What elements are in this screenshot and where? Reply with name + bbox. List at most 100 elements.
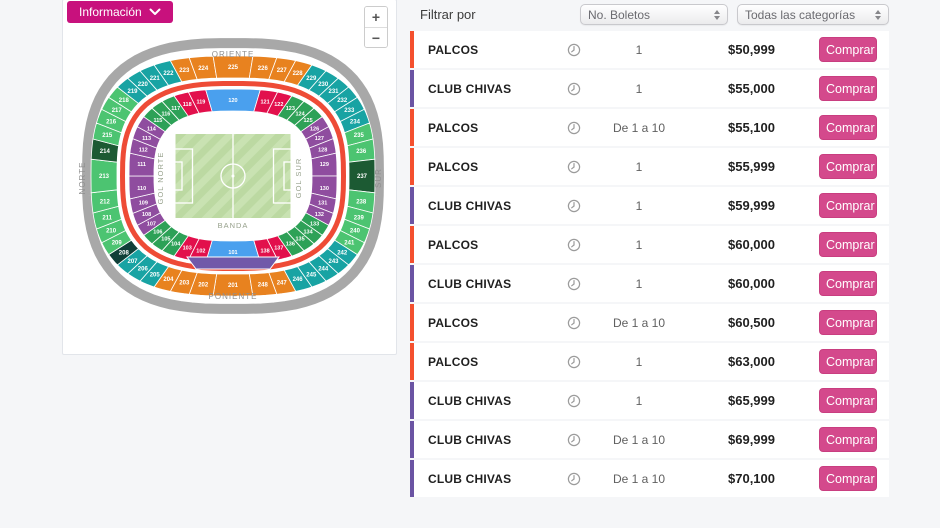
stadium-ring — [119, 81, 347, 271]
ticket-row[interactable]: CLUB CHIVAS De 1 a 10 $69,999 Comprar — [410, 421, 889, 458]
stadium-ring — [81, 38, 385, 314]
ticket-quantity: 1 — [635, 198, 643, 213]
stadium-section-label: 230 — [318, 82, 329, 88]
stadium-section-label: 107 — [147, 222, 156, 228]
ticket-row[interactable]: PALCOS De 1 a 10 $60,500 Comprar — [410, 304, 889, 341]
comprar-button[interactable]: Comprar — [819, 466, 877, 491]
categories-select-value: Todas las categorías — [745, 7, 856, 22]
comprar-button[interactable]: Comprar — [819, 427, 877, 452]
comprar-button[interactable]: Comprar — [819, 154, 877, 179]
stadium-section-label: 219 — [127, 89, 138, 95]
comprar-button[interactable]: Comprar — [819, 349, 877, 374]
ticket-category: PALCOS — [428, 159, 479, 174]
stadium-section-label: 231 — [328, 89, 339, 95]
stadium-section-label: 220 — [138, 82, 149, 88]
stadium-section-label: 135 — [296, 236, 305, 242]
stadium-section-label: 134 — [304, 230, 314, 236]
num-boletos-select-value: No. Boletos — [588, 7, 651, 22]
clock-icon — [554, 199, 594, 213]
label-sur: SUR — [374, 168, 383, 188]
stadium-section-label: 240 — [350, 229, 361, 235]
ticket-row[interactable]: PALCOS De 1 a 10 $55,100 Comprar — [410, 109, 889, 146]
comprar-button[interactable]: Comprar — [819, 115, 877, 140]
ticket-quantity: 1 — [635, 81, 643, 96]
ticket-row[interactable]: CLUB CHIVAS 1 $59,999 Comprar — [410, 187, 889, 224]
stadium-section-label: 226 — [258, 66, 269, 72]
ticket-row[interactable]: CLUB CHIVAS 1 $60,000 Comprar — [410, 265, 889, 302]
comprar-button[interactable]: Comprar — [819, 310, 877, 335]
stadium-section-label: 106 — [153, 230, 162, 236]
ticket-row[interactable]: PALCOS 1 $63,000 Comprar — [410, 343, 889, 380]
stadium-section-label: 233 — [344, 108, 355, 114]
ticket-quantity: 1 — [635, 354, 643, 369]
ticket-quantity: 1 — [635, 159, 643, 174]
stadium-section-label: 235 — [354, 133, 365, 139]
clock-icon — [554, 82, 594, 96]
stadium-section-label: 101 — [228, 250, 237, 256]
stadium-section-label: 116 — [161, 112, 170, 118]
ticket-quantity: De 1 a 10 — [612, 471, 666, 486]
stadium-section-label: 214 — [100, 149, 111, 155]
stadium-section-label: 241 — [344, 240, 355, 246]
ticket-area: Filtrar por No. Boletos Todas las catego… — [410, 0, 889, 497]
stadium-section-label: 242 — [337, 250, 348, 256]
stadium-section-label: 232 — [337, 98, 348, 104]
ticket-category: CLUB CHIVAS — [428, 432, 512, 447]
stadium-section-label: 111 — [137, 162, 146, 168]
comprar-button[interactable]: Comprar — [819, 271, 877, 296]
stadium-section-label: 205 — [150, 272, 161, 278]
stadium-stage-band[interactable] — [186, 256, 280, 270]
soccer-field — [173, 132, 293, 220]
ticket-category: CLUB CHIVAS — [428, 471, 512, 486]
stadium-section-label: 246 — [293, 277, 304, 283]
filter-label: Filtrar por — [420, 7, 476, 22]
categories-select[interactable]: Todas las categorías — [737, 4, 889, 25]
ticket-list: PALCOS 1 $50,999 Comprar CLUB CHIVAS 1 $55,000… — [410, 31, 889, 499]
stadium-section-label: 136 — [286, 242, 295, 248]
ticket-price: $69,999 — [728, 432, 775, 447]
ticket-row[interactable]: PALCOS 1 $55,999 Comprar — [410, 148, 889, 185]
zoom-in-button[interactable]: + — [365, 7, 387, 27]
stadium-section-label: 104 — [171, 242, 181, 248]
ticket-quantity: De 1 a 10 — [612, 315, 666, 330]
label-oriente: ORIENTE — [212, 50, 255, 59]
stadium-section-248[interactable] — [248, 272, 278, 297]
stadium-section-label: 209 — [112, 240, 123, 246]
stadium-section-label: 228 — [293, 71, 304, 77]
ticket-row[interactable]: CLUB CHIVAS De 1 a 10 $70,100 Comprar — [410, 460, 889, 497]
ticket-category: PALCOS — [428, 237, 479, 252]
ticket-category: PALCOS — [428, 120, 479, 135]
comprar-button[interactable]: Comprar — [819, 193, 877, 218]
stadium-section-label: 110 — [137, 186, 146, 192]
stadium-section-label: 123 — [286, 106, 295, 112]
stadium-section-label: 213 — [99, 174, 110, 180]
ticket-row[interactable]: PALCOS 1 $60,000 Comprar — [410, 226, 889, 263]
ticket-row[interactable]: CLUB CHIVAS 1 $55,000 Comprar — [410, 70, 889, 107]
ticket-price: $55,000 — [728, 81, 775, 96]
stadium-section-label: 137 — [274, 246, 283, 252]
ticket-category: CLUB CHIVAS — [428, 81, 512, 96]
num-boletos-select[interactable]: No. Boletos — [580, 4, 728, 25]
ticket-row[interactable]: CLUB CHIVAS 1 $65,999 Comprar — [410, 382, 889, 419]
ticket-quantity: 1 — [635, 393, 643, 408]
stadium-section-label: 211 — [102, 215, 112, 221]
stadium-section-label: 248 — [258, 282, 269, 288]
stadium-section-label: 130 — [320, 186, 329, 192]
ticket-row[interactable]: PALCOS 1 $50,999 Comprar — [410, 31, 889, 68]
comprar-button[interactable]: Comprar — [819, 388, 877, 413]
clock-icon — [554, 43, 594, 57]
clock-icon — [554, 316, 594, 330]
comprar-button[interactable]: Comprar — [819, 37, 877, 62]
stadium-section-label: 202 — [198, 282, 209, 288]
stadium-section-label: 138 — [261, 248, 270, 254]
up-down-arrows-icon — [869, 9, 881, 20]
informacion-button[interactable]: Información — [67, 1, 173, 23]
stadium-section-label: 215 — [102, 133, 113, 139]
zoom-out-button[interactable]: − — [365, 27, 387, 47]
comprar-button[interactable]: Comprar — [819, 232, 877, 257]
stadium-section-label: 224 — [198, 66, 209, 72]
comprar-button[interactable]: Comprar — [819, 76, 877, 101]
ticket-price: $63,000 — [728, 354, 775, 369]
stadium-section-label: 108 — [142, 212, 151, 218]
